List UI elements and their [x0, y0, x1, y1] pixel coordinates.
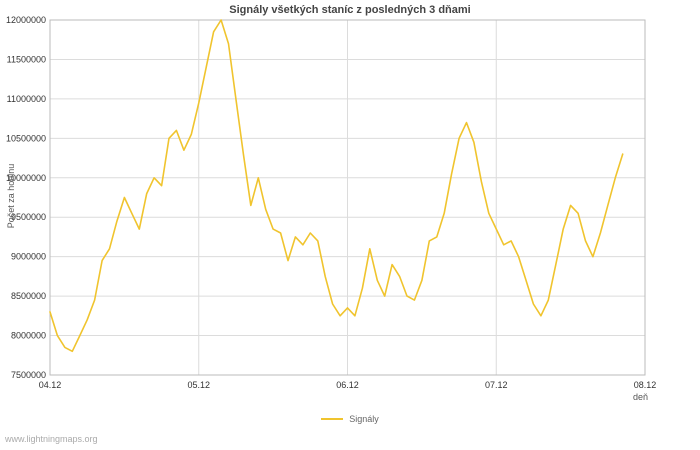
x-tick-label: 05.12 [187, 380, 210, 390]
y-tick-label: 8500000 [11, 291, 46, 301]
x-axis-label: deň [632, 392, 648, 402]
y-tick-label: 9000000 [11, 252, 46, 262]
chart-legend: Signály [0, 414, 700, 424]
x-tick-label: 08.12 [634, 380, 657, 390]
legend-line-swatch [321, 418, 344, 420]
y-tick-label: 10500000 [6, 133, 46, 143]
y-tick-label: 12000000 [6, 15, 46, 25]
x-tick-label: 07.12 [485, 380, 508, 390]
y-tick-label: 11500000 [7, 54, 46, 64]
series-line-Signály [49, 19, 624, 353]
chart-title: Signály všetkých staníc z posledných 3 d… [229, 4, 471, 16]
signals-line-chart: 7500000 8000000 8500000 9000000 9500000 10000… [6, 15, 657, 390]
x-tick-label: 04.12 [39, 380, 62, 390]
y-tick-label: 10000000 [6, 173, 46, 183]
legend-series-label: Signály [349, 414, 379, 424]
y-axis-label: Počet za hodinu [6, 163, 16, 229]
y-tick-label: 7500000 [11, 370, 46, 380]
y-tick-label: 8000000 [11, 331, 46, 341]
y-tick-label: 9500000 [11, 212, 46, 222]
x-tick-label: 06.12 [336, 380, 359, 390]
plot-frame [49, 19, 646, 376]
y-tick-label: 11000000 [7, 94, 46, 104]
watermark-text: www.lightningmaps.org [5, 434, 98, 444]
